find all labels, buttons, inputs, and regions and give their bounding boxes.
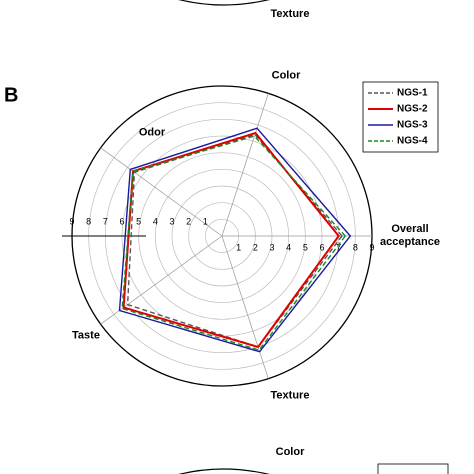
r-tick-label: 9 xyxy=(369,242,374,252)
r-tick-label: 7 xyxy=(336,242,341,252)
r-tick-label: 2 xyxy=(186,216,191,226)
axis-label: Odor xyxy=(138,126,166,139)
series-line xyxy=(121,135,347,351)
spoke xyxy=(100,235,223,325)
r-tick-label: 4 xyxy=(286,242,291,252)
spoke xyxy=(221,235,269,379)
r-tick-label: 6 xyxy=(319,242,324,252)
panel-label: B xyxy=(4,84,18,106)
r-tick-label: 8 xyxy=(86,216,91,226)
r-tick-label: 2 xyxy=(253,242,258,252)
r-tick-label: 4 xyxy=(153,216,158,226)
cropped-arc xyxy=(178,0,270,6)
series-line xyxy=(122,131,340,349)
series-line xyxy=(126,133,343,348)
r-tick-label: 6 xyxy=(119,216,124,226)
r-tick-label: 3 xyxy=(169,216,174,226)
spoke xyxy=(100,147,223,237)
r-tick-label: 5 xyxy=(136,216,141,226)
r-tick-label: 8 xyxy=(353,242,358,252)
r-tick-label: 9 xyxy=(69,216,74,226)
r-tick-label: 1 xyxy=(236,242,241,252)
axis-label: Texture xyxy=(270,389,310,402)
r-tick-label: 5 xyxy=(303,242,308,252)
cropped-arc xyxy=(178,468,270,474)
legend-label: NGS-3 xyxy=(397,120,428,131)
cropped-legend xyxy=(377,463,449,474)
r-tick-label: 7 xyxy=(103,216,108,226)
fragment-label: Color xyxy=(276,446,305,458)
legend-label: NGS-4 xyxy=(397,136,428,147)
legend-label: NGS-2 xyxy=(397,104,428,115)
axis-label: Color xyxy=(271,69,301,82)
spoke xyxy=(221,93,269,237)
axis-label: Taste xyxy=(72,329,100,342)
r-tick-label: 3 xyxy=(269,242,274,252)
r-tick-label: 1 xyxy=(203,216,208,226)
axis-label: Overall acceptance xyxy=(380,223,440,248)
series-line xyxy=(118,127,352,353)
fragment-label: Texture xyxy=(271,8,310,20)
legend-label: NGS-1 xyxy=(397,88,428,99)
